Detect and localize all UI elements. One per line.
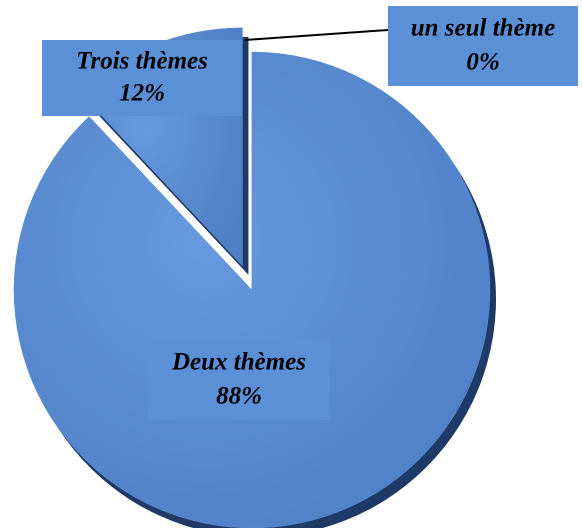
slice (13, 51, 491, 528)
label-box (148, 340, 330, 420)
slice-label: un seul thème (411, 15, 555, 42)
label-box (42, 40, 242, 116)
slice-value-label: 12% (119, 79, 165, 106)
slice-label: Deux thèmes (171, 349, 306, 376)
label-box (388, 6, 578, 86)
slice-value-label: 0% (466, 48, 499, 75)
slice-label: Trois thèmes (76, 48, 208, 75)
slice-value-label: 88% (216, 382, 262, 409)
leader-line (244, 29, 389, 41)
